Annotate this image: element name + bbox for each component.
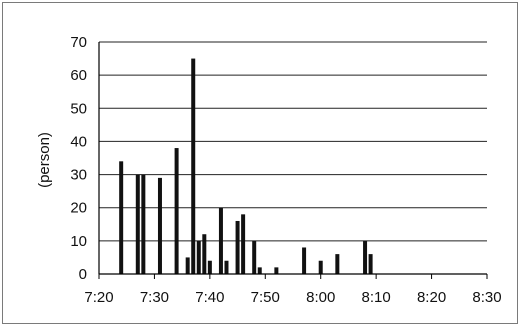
y-tick-label: 60: [70, 67, 87, 84]
x-tick-label: 7:20: [84, 289, 113, 306]
chart-frame: 0 10 20 30 40 50 60 70 7:20 7:30 7:40 7:50 8:00 8:10 8…: [2, 2, 518, 324]
y-tick-label: 10: [70, 233, 87, 250]
bar: [241, 214, 246, 274]
bar: [141, 174, 146, 274]
bar: [335, 254, 340, 274]
y-tick-label: 40: [70, 133, 87, 150]
bar: [185, 257, 190, 274]
bar: [257, 267, 262, 274]
bar: [252, 240, 257, 274]
bar: [191, 58, 196, 275]
bar: [235, 220, 240, 274]
x-tick-label: 8:20: [417, 289, 446, 306]
bar: [224, 260, 229, 274]
bar: [119, 161, 124, 274]
y-tick-label: 0: [79, 266, 87, 283]
bar: [318, 260, 323, 274]
bar: [202, 234, 207, 274]
y-tick-label: 50: [70, 100, 87, 117]
bar: [368, 254, 373, 274]
y-tick-label: 30: [70, 167, 87, 184]
bar: [207, 260, 212, 274]
x-tick-label: 8:30: [472, 289, 501, 306]
bar-chart: 0 10 20 30 40 50 60 70 7:20 7:30 7:40 7:50 8:00 8:10 8…: [36, 34, 502, 306]
x-tick-label: 7:40: [195, 289, 224, 306]
x-tick-label: 8:00: [306, 289, 335, 306]
bar: [135, 174, 140, 274]
y-tick-label: 70: [70, 34, 87, 51]
bar: [274, 267, 279, 274]
bar: [157, 177, 162, 274]
bar: [302, 247, 307, 274]
x-tick-label: 7:30: [140, 289, 169, 306]
bar: [363, 240, 368, 274]
x-tick-label: 7:50: [251, 289, 280, 306]
bar: [174, 148, 179, 274]
y-axis-label: (person): [36, 132, 53, 188]
bar: [218, 207, 223, 274]
bar: [196, 240, 201, 274]
y-tick-label: 20: [70, 200, 87, 217]
x-tick-label: 8:10: [362, 289, 391, 306]
